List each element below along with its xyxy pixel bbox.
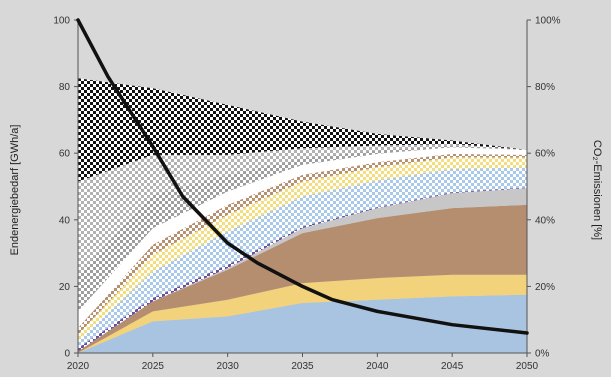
x-tick-label: 2030 xyxy=(217,361,240,372)
x-tick-label: 2020 xyxy=(67,361,90,372)
y-tick-label: 100 xyxy=(53,16,70,27)
y2-tick-label: 20% xyxy=(535,282,555,293)
y-axis-title-right: CO₂-Emissionen [%] xyxy=(591,140,603,240)
x-tick-label: 2050 xyxy=(516,361,539,372)
y-axis-title-left: Endenergiebedarf [GWh/a] xyxy=(9,125,21,256)
y2-tick-label: 100% xyxy=(535,16,561,27)
x-tick-label: 2045 xyxy=(441,361,464,372)
y2-tick-label: 0% xyxy=(535,349,550,360)
x-tick-label: 2025 xyxy=(142,361,165,372)
x-tick-label: 2040 xyxy=(366,361,389,372)
area-layer-11 xyxy=(78,143,527,275)
y-tick-label: 60 xyxy=(59,149,71,160)
y2-tick-label: 60% xyxy=(535,149,555,160)
area-layer-10 xyxy=(78,145,527,312)
area-layer-12 xyxy=(78,78,527,182)
area-layer-2 xyxy=(78,274,527,353)
area-layer-6 xyxy=(78,167,527,349)
area-layer-4 xyxy=(78,188,527,352)
area-layer-1 xyxy=(78,294,527,353)
area-layer-3 xyxy=(78,204,527,353)
area-layer-8 xyxy=(78,153,527,335)
co2-emissions-line xyxy=(76,18,529,335)
x-tick-label: 2035 xyxy=(291,361,314,372)
stacked-areas xyxy=(78,78,527,353)
y2-tick-label: 80% xyxy=(535,82,555,93)
y-tick-label: 0 xyxy=(64,349,70,360)
y2-tick-label: 40% xyxy=(535,215,555,226)
y-tick-label: 20 xyxy=(59,282,71,293)
area-layer-7 xyxy=(78,157,527,342)
y-tick-label: 80 xyxy=(59,82,71,93)
y-tick-label: 40 xyxy=(59,215,71,226)
